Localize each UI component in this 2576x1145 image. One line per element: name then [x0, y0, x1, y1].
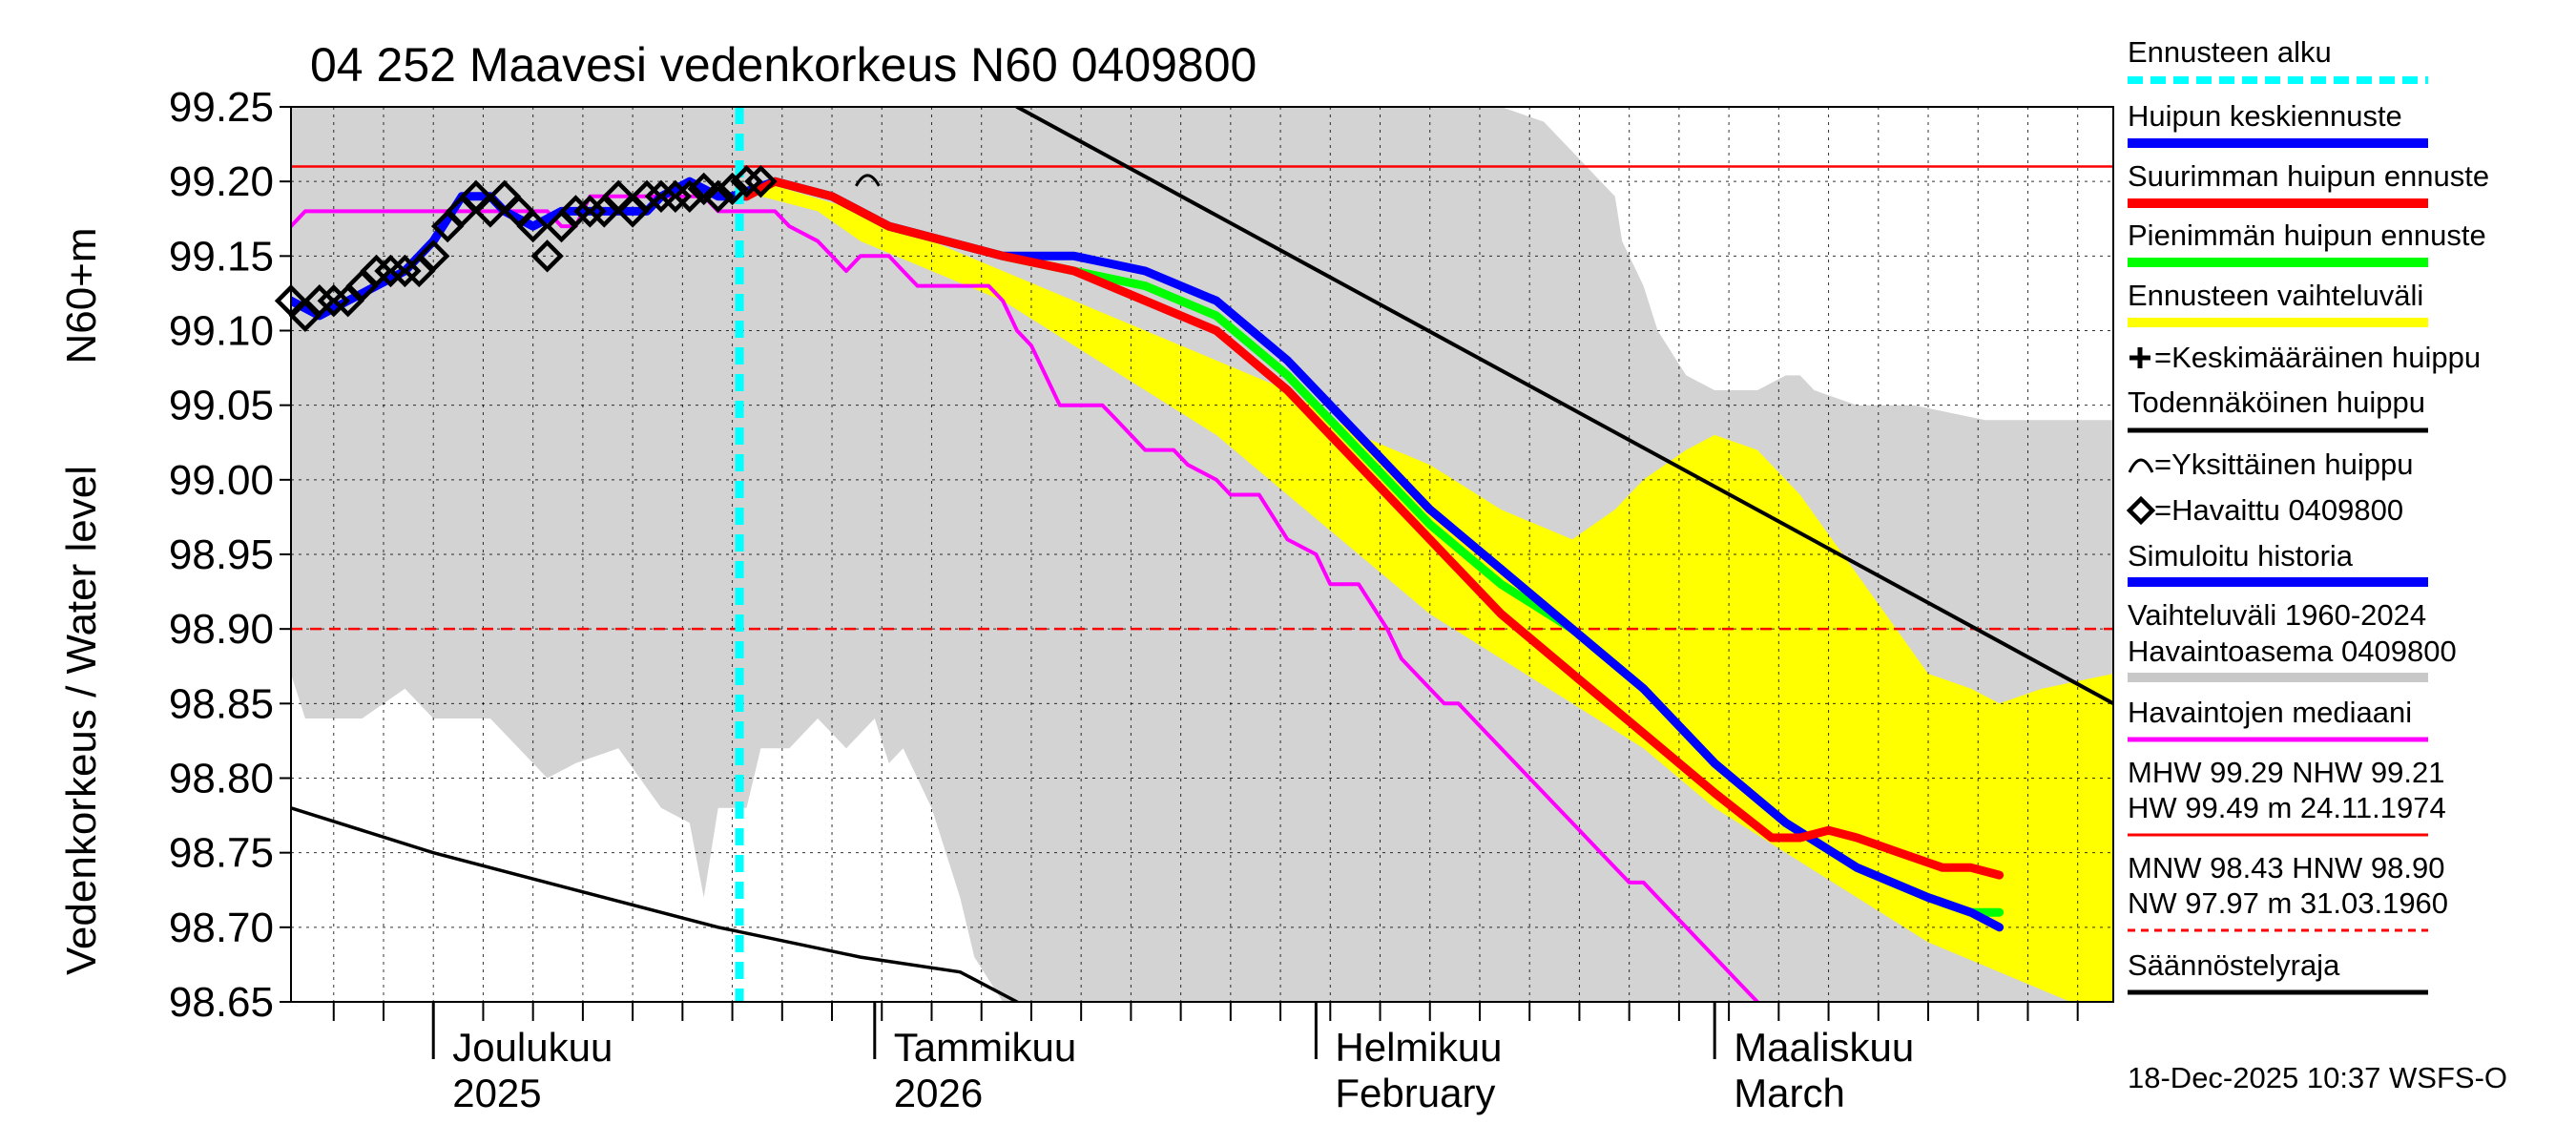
legend-arc-icon: [2128, 458, 2154, 473]
legend-label: HW 99.49 m 24.11.1974: [2128, 791, 2446, 824]
observation-point: [644, 179, 678, 213]
y-tick-label: 98.65: [169, 979, 274, 1026]
y-axis-label: Vedenkorkeus / Water level: [58, 466, 105, 975]
observation-point: [687, 172, 720, 206]
observation-point: [417, 239, 450, 273]
y-tick-label: 98.70: [169, 905, 274, 951]
series-line-todennakoinen-huippu: [1015, 107, 2113, 706]
observation-point: [730, 164, 763, 198]
legend-label: Säännöstelyraja: [2128, 948, 2340, 982]
y-tick-label: 98.90: [169, 606, 274, 653]
observation-point: [302, 284, 337, 318]
legend-label: MNW 98.43 HNW 98.90: [2128, 851, 2445, 885]
forecast-range-band: [760, 181, 2113, 1002]
y-tick-label: 99.10: [169, 308, 274, 355]
legend-label: Simuloitu historia: [2128, 539, 2354, 572]
y-tick-label: 99.05: [169, 383, 274, 429]
month-label: Maaliskuu: [1734, 1025, 1914, 1070]
y-tick-label: 99.00: [169, 457, 274, 504]
month-year-label: 2025: [452, 1071, 541, 1115]
month-year-label: March: [1734, 1071, 1845, 1115]
observation-point: [744, 164, 778, 198]
y-tick-label: 99.20: [169, 158, 274, 205]
series-line-vaihteluvali-median: [291, 194, 1759, 1002]
series-line-saannostelyraja: [291, 806, 1019, 1002]
legend-label: Havaintojen mediaani: [2128, 696, 2412, 729]
legend-label: Ennusteen alku: [2128, 35, 2332, 69]
month-year-label: 2026: [894, 1071, 983, 1115]
observation-point: [388, 254, 422, 288]
legend-label: Pienimmän huipun ennuste: [2128, 219, 2486, 252]
series-line-suurimman-huipun-ennuste: [742, 177, 2005, 880]
legend-label: Vaihteluväli 1960-2024: [2128, 598, 2426, 632]
observation-point: [658, 179, 693, 213]
legend-diamond-icon: [2126, 495, 2156, 526]
observation-point: [360, 254, 393, 288]
single-peak-marker: [855, 174, 881, 187]
observation-point: [516, 209, 550, 243]
legend-label: Suurimman huipun ennuste: [2128, 159, 2489, 193]
legend-label: Havaintoasema 0409800: [2128, 635, 2457, 668]
chart-title: 04 252 Maavesi vedenkorkeus N60 0409800: [310, 38, 1257, 92]
month-label: Helmikuu: [1335, 1025, 1502, 1070]
observation-point: [701, 179, 735, 213]
observation-point: [374, 254, 407, 288]
grid: [291, 107, 2113, 1002]
y-tick-label: 99.25: [169, 84, 274, 131]
legend-label: =Havaittu 0409800: [2154, 493, 2403, 527]
observation-point: [673, 179, 706, 213]
observation-point: [559, 195, 592, 228]
observation-point: [573, 195, 607, 228]
legend-label: NW 97.97 m 31.03.1960: [2128, 886, 2448, 920]
y-axis-label-unit: N60+m: [58, 227, 105, 364]
legend-label: Huipun keskiennuste: [2128, 99, 2402, 133]
y-tick-label: 98.75: [169, 830, 274, 877]
legend-label: Todennäköinen huippu: [2128, 385, 2425, 419]
observation-point: [630, 179, 664, 213]
month-year-label: February: [1335, 1071, 1495, 1115]
observation-markers: [274, 164, 881, 333]
legend: Ennusteen alku Huipun keskiennuste Suurimm…: [2126, 35, 2489, 995]
y-tick-label: 99.15: [169, 233, 274, 280]
month-label: Joulukuu: [452, 1025, 613, 1070]
y-tick-label: 98.95: [169, 531, 274, 578]
month-label: Tammikuu: [894, 1025, 1076, 1070]
legend-label: =Yksittäinen huippu: [2154, 448, 2413, 481]
observation-point: [317, 284, 350, 318]
y-tick-label: 98.85: [169, 680, 274, 727]
observation-point: [530, 239, 564, 273]
legend-label: Ennusteen vaihteluväli: [2128, 279, 2423, 312]
timestamp: 18-Dec-2025 10:37 WSFS-O: [2128, 1061, 2507, 1094]
plot-area: [274, 106, 2114, 1003]
legend-label: =Keskimääräinen huippu: [2154, 341, 2481, 374]
y-tick-label: 98.80: [169, 756, 274, 802]
y-axis: 99.25 99.20 99.15 99.10 99.05 99.00 98.95 98.90…: [169, 84, 291, 1026]
legend-label: MHW 99.29 NHW 99.21: [2128, 756, 2445, 789]
observation-point: [716, 172, 749, 206]
